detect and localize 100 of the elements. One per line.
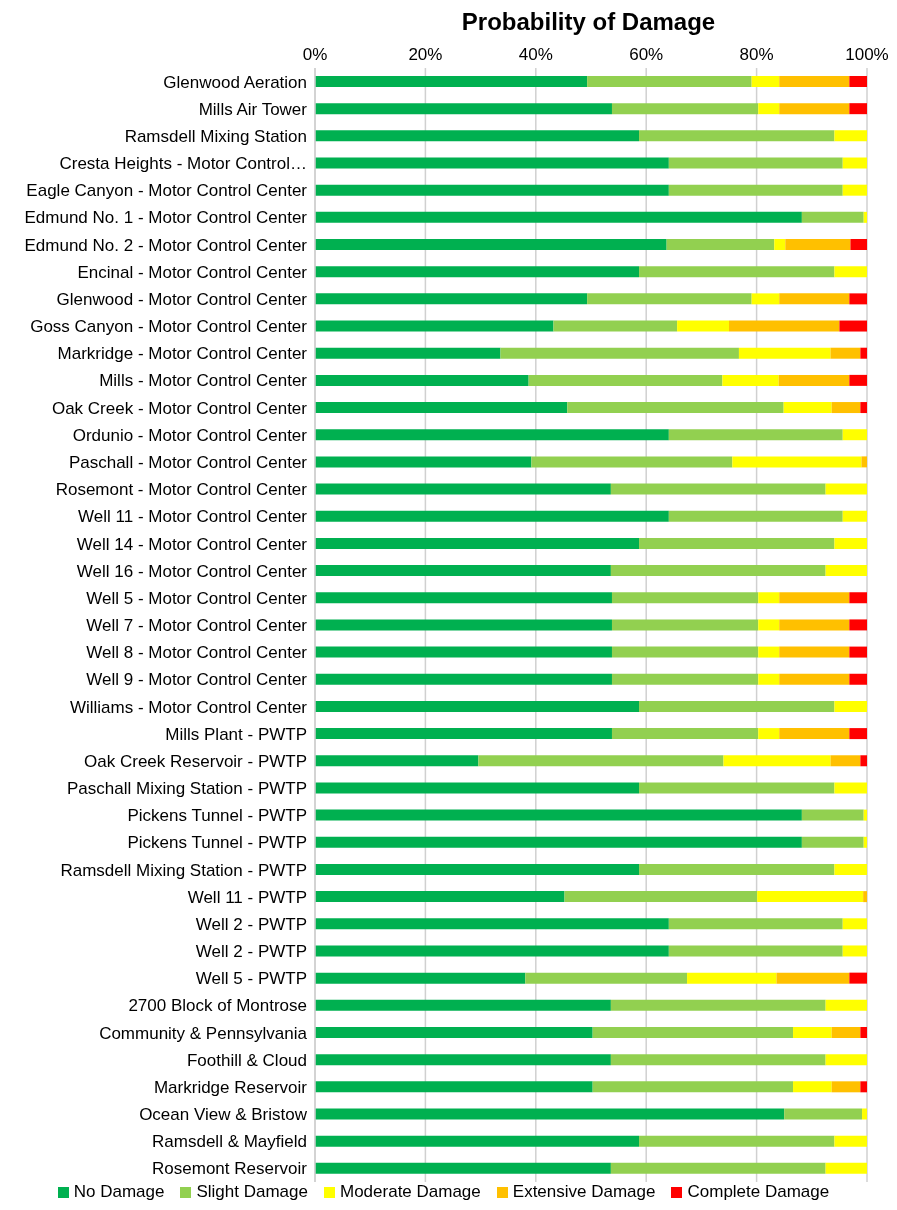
bar <box>849 374 867 386</box>
bar <box>842 184 867 196</box>
bar <box>315 1026 593 1038</box>
bar <box>862 1108 867 1120</box>
bar <box>592 1081 794 1093</box>
y-tick-label: Edmund No. 1 - Motor Control Center <box>24 208 308 228</box>
bar <box>611 728 759 740</box>
bar <box>315 945 669 957</box>
bar <box>758 619 780 631</box>
bar <box>849 972 867 984</box>
y-tick-label: Pickens Tunnel - PWTP <box>127 806 307 826</box>
bar <box>315 592 612 604</box>
bar <box>315 836 802 848</box>
bar <box>861 456 867 468</box>
bar <box>839 320 867 332</box>
y-tick-label: Ramsdell & Mayfield <box>152 1132 307 1152</box>
bar <box>738 347 831 359</box>
bar <box>639 782 835 794</box>
bar <box>776 972 850 984</box>
bar <box>610 565 826 577</box>
bar <box>842 429 867 441</box>
y-tick-label: Williams - Motor Control Center <box>69 697 308 717</box>
y-tick-label: Well 2 - PWTP <box>195 942 307 962</box>
bar <box>315 320 554 332</box>
bar <box>315 918 669 930</box>
bar <box>863 891 867 903</box>
bar <box>315 700 640 712</box>
bar <box>834 863 867 875</box>
bar <box>668 429 843 441</box>
y-tick-label: Markridge Reservoir <box>153 1077 308 1097</box>
bar <box>315 537 640 549</box>
bar <box>757 891 864 903</box>
bar <box>825 1054 867 1066</box>
bar <box>860 347 867 359</box>
bar <box>610 999 826 1011</box>
y-tick-label: Well 7 - Motor Control Center <box>86 616 308 636</box>
bar <box>564 891 758 903</box>
bar <box>315 483 611 495</box>
bar <box>315 1081 593 1093</box>
bar <box>668 157 843 169</box>
bar <box>668 918 843 930</box>
bar <box>315 1162 611 1174</box>
bar <box>528 374 723 386</box>
bar <box>825 483 867 495</box>
x-tick-label: 40% <box>518 45 553 64</box>
bar <box>834 537 867 549</box>
bar <box>779 293 850 305</box>
bar <box>779 76 850 87</box>
bar <box>639 537 835 549</box>
bar <box>610 1054 826 1066</box>
y-tick-label: 2700 Block of Montrose <box>128 996 307 1016</box>
y-tick-label: Well 16 - Motor Control Center <box>76 561 308 581</box>
y-tick-label: Pickens Tunnel - PWTP <box>127 833 307 853</box>
legend-label: Moderate Damage <box>339 1182 481 1202</box>
bar <box>863 836 867 848</box>
bar <box>315 619 612 631</box>
bar <box>850 239 867 251</box>
bar <box>785 239 851 251</box>
bar <box>722 374 779 386</box>
bar <box>783 402 832 414</box>
bar <box>315 157 669 169</box>
y-tick-label: Glenwood - Motor Control Center <box>56 289 308 309</box>
x-tick-label: 80% <box>739 45 774 64</box>
bar <box>315 402 568 414</box>
bar <box>758 592 780 604</box>
y-tick-label: Rosemont - Motor Control Center <box>55 480 308 500</box>
bar <box>315 755 479 767</box>
bar <box>784 1108 863 1120</box>
bar <box>842 945 867 957</box>
legend-label: Extensive Damage <box>512 1182 656 1202</box>
bar <box>831 402 861 414</box>
y-tick-label: Paschall - Motor Control Center <box>68 453 308 473</box>
y-tick-label: Ordunio - Motor Control Center <box>72 425 308 445</box>
chart-title: Probability of Damage <box>460 7 717 36</box>
bar <box>315 863 640 875</box>
bar <box>639 1135 835 1147</box>
bar <box>834 782 867 794</box>
bar <box>863 809 867 821</box>
bar <box>834 700 867 712</box>
bar <box>758 646 780 658</box>
bar <box>834 266 867 278</box>
x-tick-label: 0% <box>302 45 328 64</box>
bar <box>315 782 640 794</box>
bar <box>779 646 850 658</box>
bar <box>779 728 850 740</box>
x-tick-label: 100% <box>845 45 889 64</box>
bar <box>751 76 780 87</box>
y-tick-label: Ramsdell Mixing Station <box>124 126 307 146</box>
legend-label: Slight Damage <box>196 1182 308 1202</box>
bar <box>668 510 843 522</box>
bar <box>849 293 867 305</box>
bar <box>610 483 826 495</box>
bar <box>315 103 612 115</box>
bar <box>315 456 532 468</box>
bar <box>315 972 526 984</box>
bar <box>729 320 840 332</box>
bar <box>860 1026 867 1038</box>
y-tick-label: Community & Pennsylvania <box>99 1023 308 1043</box>
bar <box>315 510 669 522</box>
bar <box>860 1081 867 1093</box>
